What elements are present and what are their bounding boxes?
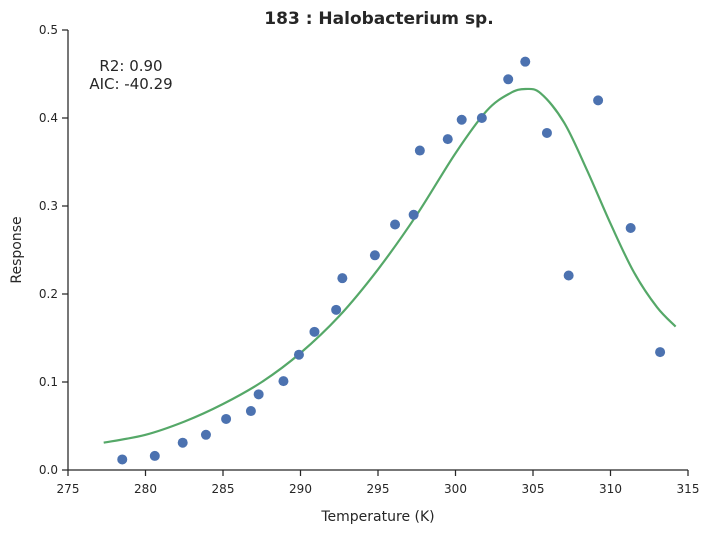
y-tick-label: 0.4 bbox=[39, 111, 58, 125]
x-tick-label: 300 bbox=[444, 482, 467, 496]
data-point bbox=[293, 349, 304, 360]
data-point bbox=[278, 376, 289, 387]
x-axis-label: Temperature (K) bbox=[320, 509, 434, 525]
x-tick-label: 290 bbox=[289, 482, 312, 496]
annotation: R2: 0.90 AIC: -40.29 bbox=[89, 57, 172, 93]
x-tick-label: 315 bbox=[677, 482, 700, 496]
data-points bbox=[117, 56, 666, 465]
y-tick-label: 0.0 bbox=[39, 463, 58, 477]
data-point bbox=[414, 145, 425, 156]
data-point bbox=[456, 114, 467, 125]
data-point bbox=[563, 270, 574, 281]
data-point bbox=[309, 326, 320, 337]
y-tick-label: 0.2 bbox=[39, 287, 58, 301]
chart-title: 183 : Halobacterium sp. bbox=[264, 9, 493, 29]
data-point bbox=[442, 134, 453, 145]
data-point bbox=[200, 429, 211, 440]
y-tick-label: 0.1 bbox=[39, 375, 58, 389]
x-tick-label: 285 bbox=[212, 482, 235, 496]
fit-curve-layer bbox=[103, 87, 677, 444]
x-tick-label: 305 bbox=[522, 482, 545, 496]
data-point bbox=[503, 74, 514, 85]
data-point bbox=[337, 273, 348, 284]
data-point bbox=[177, 437, 188, 448]
r2-annotation: R2: 0.90 bbox=[99, 57, 162, 75]
data-point bbox=[149, 450, 160, 461]
data-point bbox=[117, 454, 128, 465]
x-tick-label: 280 bbox=[134, 482, 157, 496]
fit-curve bbox=[103, 87, 677, 444]
data-point bbox=[476, 113, 487, 123]
y-tick-label: 0.5 bbox=[39, 23, 58, 37]
y-tick-label: 0.3 bbox=[39, 199, 58, 213]
aic-annotation: AIC: -40.29 bbox=[89, 75, 172, 93]
data-point bbox=[541, 127, 552, 138]
y-axis-label: Response bbox=[9, 216, 25, 283]
data-point bbox=[390, 219, 401, 230]
axis-ticks: 275 280 285 290 295 300 305 310 315 0.0 0.1 0.2 0.3 0… bbox=[39, 23, 700, 496]
data-point bbox=[369, 250, 380, 261]
data-point bbox=[520, 56, 531, 67]
data-point bbox=[245, 406, 256, 417]
x-tick-label: 275 bbox=[57, 482, 80, 496]
data-point bbox=[253, 389, 264, 400]
data-point bbox=[408, 209, 419, 220]
x-tick-label: 295 bbox=[367, 482, 390, 496]
data-point bbox=[331, 304, 342, 315]
x-tick-label: 310 bbox=[599, 482, 622, 496]
data-point bbox=[593, 95, 604, 106]
data-point bbox=[625, 223, 636, 233]
data-point bbox=[655, 347, 666, 358]
data-point bbox=[221, 413, 232, 424]
